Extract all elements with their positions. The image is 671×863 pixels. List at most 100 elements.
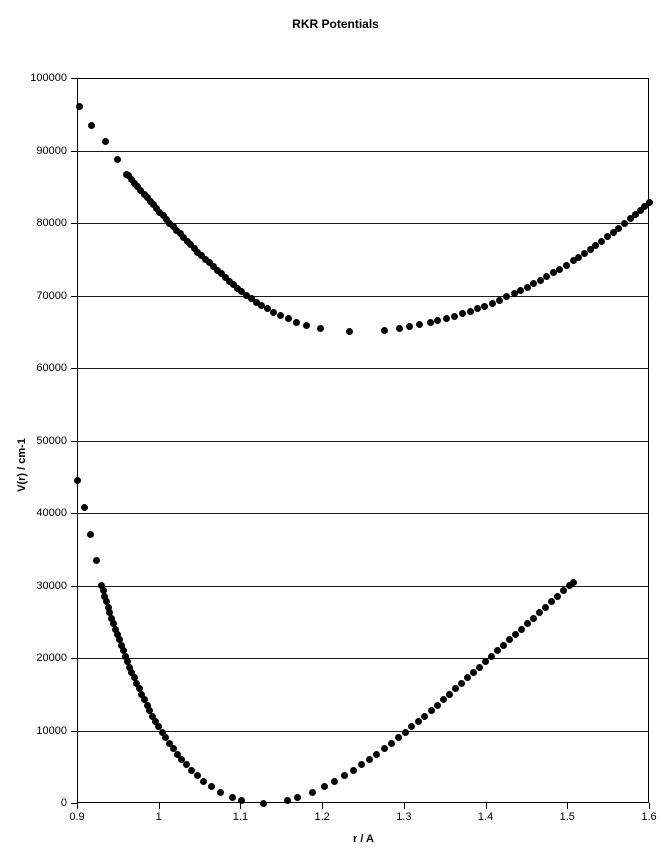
data-point-upper-curve [293, 318, 301, 326]
data-point-lower-curve [569, 578, 577, 586]
data-point-lower-curve [541, 603, 549, 611]
data-point-upper-curve [114, 155, 122, 163]
data-point-upper-curve [636, 207, 644, 215]
y-tick-mark [71, 440, 77, 442]
data-point-lower-curve [119, 647, 127, 655]
data-point-lower-curve [146, 707, 154, 715]
data-point-upper-curve [284, 315, 292, 323]
data-point-upper-curve [426, 319, 434, 327]
data-point-upper-curve [543, 273, 551, 281]
data-point-upper-curve [303, 322, 311, 330]
data-point-lower-curve [523, 620, 531, 628]
data-point-upper-curve [209, 263, 217, 270]
data-point-upper-curve [549, 269, 557, 277]
data-point-lower-curve [104, 603, 112, 611]
data-point-lower-curve [464, 674, 472, 682]
y-tick-mark [71, 78, 77, 79]
x-tick-label: 1.4 [477, 811, 494, 823]
data-point-upper-curve [488, 299, 496, 307]
data-point-lower-curve [387, 739, 395, 747]
data-point-lower-curve [111, 625, 119, 633]
data-point-lower-curve [517, 625, 525, 633]
data-point-lower-curve [259, 799, 267, 807]
data-point-lower-curve [408, 723, 416, 731]
data-point-upper-curve [626, 215, 634, 223]
data-point-lower-curve [228, 794, 236, 802]
y-tick-mark [71, 658, 77, 659]
data-point-upper-curve [459, 310, 467, 318]
data-point-lower-curve [482, 658, 490, 666]
data-point-upper-curve [466, 307, 474, 315]
data-point-lower-curve [529, 614, 537, 622]
data-point-upper-curve [598, 237, 606, 245]
data-point-upper-curve [229, 281, 237, 289]
data-point-lower-curve [188, 766, 196, 774]
data-point-upper-curve [631, 211, 639, 219]
data-point-lower-curve [293, 794, 301, 802]
x-tick-label: 1 [155, 811, 162, 823]
data-point-upper-curve [225, 277, 233, 285]
data-point-upper-curve [345, 328, 353, 336]
data-point-lower-curve [173, 750, 181, 758]
x-tick-mark [649, 803, 650, 809]
data-point-upper-curve [131, 179, 139, 187]
y-tick-label: 70000 [36, 289, 67, 302]
data-point-upper-curve [451, 312, 459, 320]
y-tick-label: 30000 [36, 579, 67, 592]
x-tick-mark [567, 803, 569, 809]
data-point-lower-curve [115, 636, 123, 644]
y-tick-mark [71, 513, 77, 514]
data-point-upper-curve [238, 288, 246, 296]
data-point-lower-curve [121, 652, 129, 660]
data-point-lower-curve [331, 777, 339, 785]
data-point-upper-curve [481, 302, 489, 310]
data-point-lower-curve [87, 531, 95, 539]
data-point-upper-curve [187, 241, 195, 249]
data-point-lower-curve [535, 609, 543, 617]
data-point-upper-curve [317, 325, 325, 333]
data-point-upper-curve [205, 259, 213, 267]
data-point-lower-curve [380, 745, 388, 753]
data-point-upper-curve [176, 230, 184, 238]
data-point-upper-curve [140, 190, 148, 198]
data-point-lower-curve [401, 728, 409, 736]
x-axis-title: r / A [353, 833, 374, 845]
data-point-upper-curve [523, 283, 531, 291]
data-point-lower-curve [162, 734, 170, 742]
data-point-upper-curve [146, 197, 154, 205]
y-tick-label: 50000 [36, 434, 67, 447]
data-point-upper-curve [162, 215, 170, 223]
data-point-upper-curve [190, 244, 198, 252]
data-point-lower-curve [108, 614, 116, 622]
x-tick-label: 1.6 [641, 811, 657, 823]
data-point-lower-curve [494, 647, 502, 655]
data-point-upper-curve [153, 205, 161, 212]
data-point-lower-curve [113, 630, 121, 638]
data-point-lower-curve [135, 685, 143, 693]
gridline [77, 295, 649, 297]
data-point-upper-curve [75, 102, 83, 110]
y-tick-label: 10000 [36, 724, 67, 737]
data-point-upper-curve [380, 326, 388, 334]
data-point-lower-curve [99, 587, 107, 595]
y-tick-mark [71, 223, 77, 224]
data-point-lower-curve [130, 674, 138, 682]
data-point-upper-curve [495, 296, 503, 304]
data-point-lower-curve [110, 620, 118, 628]
data-point-upper-curve [264, 305, 272, 313]
data-point-lower-curve [123, 658, 131, 666]
data-point-lower-curve [126, 663, 134, 671]
y-tick-label: 80000 [36, 217, 67, 229]
data-point-lower-curve [165, 739, 173, 747]
data-point-lower-curve [458, 679, 466, 687]
data-point-upper-curve [242, 292, 250, 299]
data-point-upper-curve [159, 212, 167, 220]
data-point-lower-curve [559, 587, 567, 595]
data-point-upper-curve [473, 305, 481, 313]
data-point-upper-curve [194, 248, 202, 256]
data-point-upper-curve [406, 323, 414, 331]
data-point-lower-curve [414, 717, 422, 725]
data-point-upper-curve [201, 255, 209, 263]
data-point-upper-curve [165, 219, 173, 227]
